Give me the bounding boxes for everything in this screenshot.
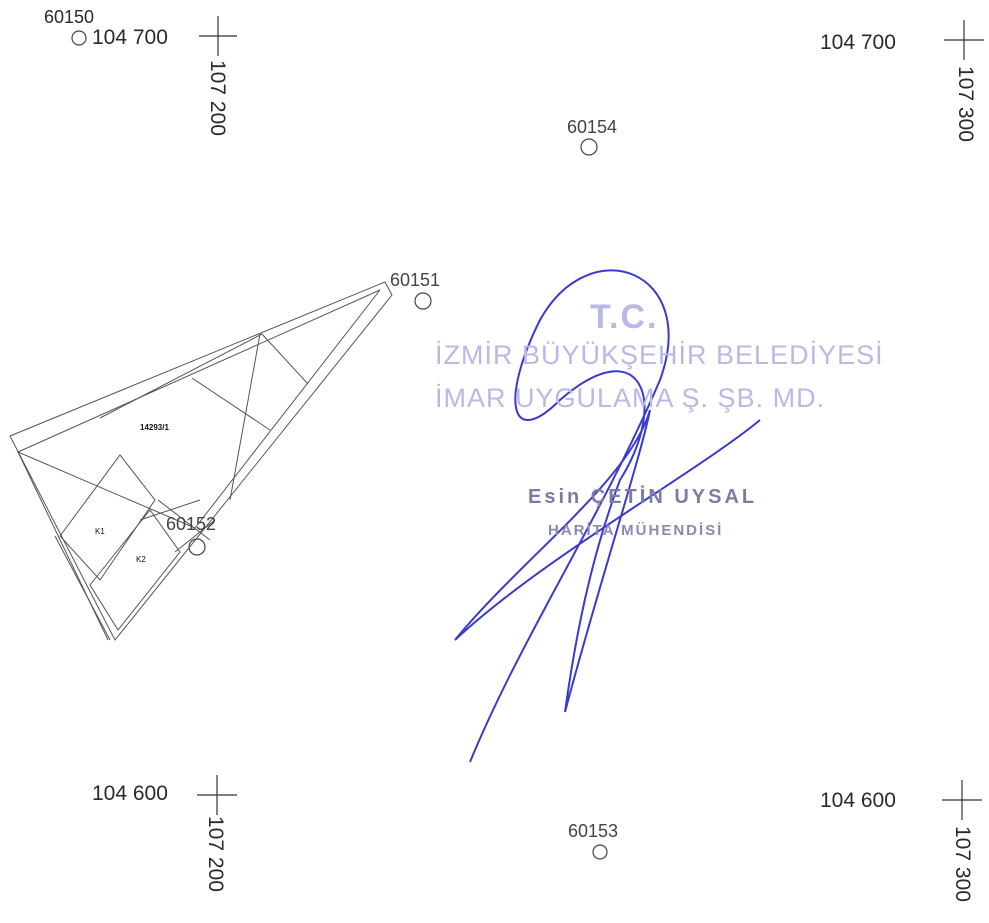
point-60150-label: 60150 bbox=[44, 7, 95, 27]
point-60152-marker bbox=[188, 538, 206, 556]
building-k2-label: K2 bbox=[136, 555, 146, 564]
grid-northing-bottom-right: 107 300 bbox=[951, 826, 974, 902]
parcel-number-label: 14293/1 bbox=[140, 423, 169, 432]
signature-stroke bbox=[454, 269, 761, 763]
stamp-engineer-name: Esin ÇETİN UYSAL bbox=[528, 486, 758, 508]
point-60154-marker bbox=[580, 138, 598, 156]
grid-cross-top-right bbox=[944, 20, 984, 60]
grid-cross-bottom-right bbox=[942, 780, 982, 820]
stamp-tc: T.C. bbox=[590, 298, 659, 336]
grid-cross-top-left bbox=[199, 16, 237, 56]
grid-easting-top-left: 104 700 bbox=[92, 26, 168, 49]
building-k1-label: K1 bbox=[95, 527, 105, 536]
point-60151-label: 60151 bbox=[390, 270, 441, 290]
grid-northing-bottom-left: 107 200 bbox=[204, 816, 227, 892]
grid-easting-bottom-right: 104 600 bbox=[820, 789, 896, 812]
point-60153-marker bbox=[592, 844, 608, 860]
point-60154-label: 60154 bbox=[567, 117, 618, 137]
point-60153-label: 60153 bbox=[568, 821, 619, 841]
grid-northing-top-left: 107 200 bbox=[206, 60, 229, 136]
stamp-department: İMAR UYGULAMA Ş. ŞB. MD. bbox=[435, 383, 826, 413]
grid-cross-bottom-left bbox=[197, 775, 237, 815]
grid-easting-top-right: 104 700 bbox=[820, 31, 896, 54]
point-60151-marker bbox=[414, 292, 432, 310]
grid-easting-bottom-left: 104 600 bbox=[92, 782, 168, 805]
stamp-institution: İZMİR BÜYÜKŞEHİR BELEDİYESİ bbox=[435, 340, 884, 370]
stamp-engineer-title: HARİTA MÜHENDİSİ bbox=[548, 522, 724, 539]
point-60150-marker bbox=[71, 30, 87, 46]
parcel-boundaries bbox=[9, 281, 393, 641]
point-60152-label: 60152 bbox=[166, 514, 217, 534]
grid-northing-top-right: 107 300 bbox=[954, 66, 977, 142]
